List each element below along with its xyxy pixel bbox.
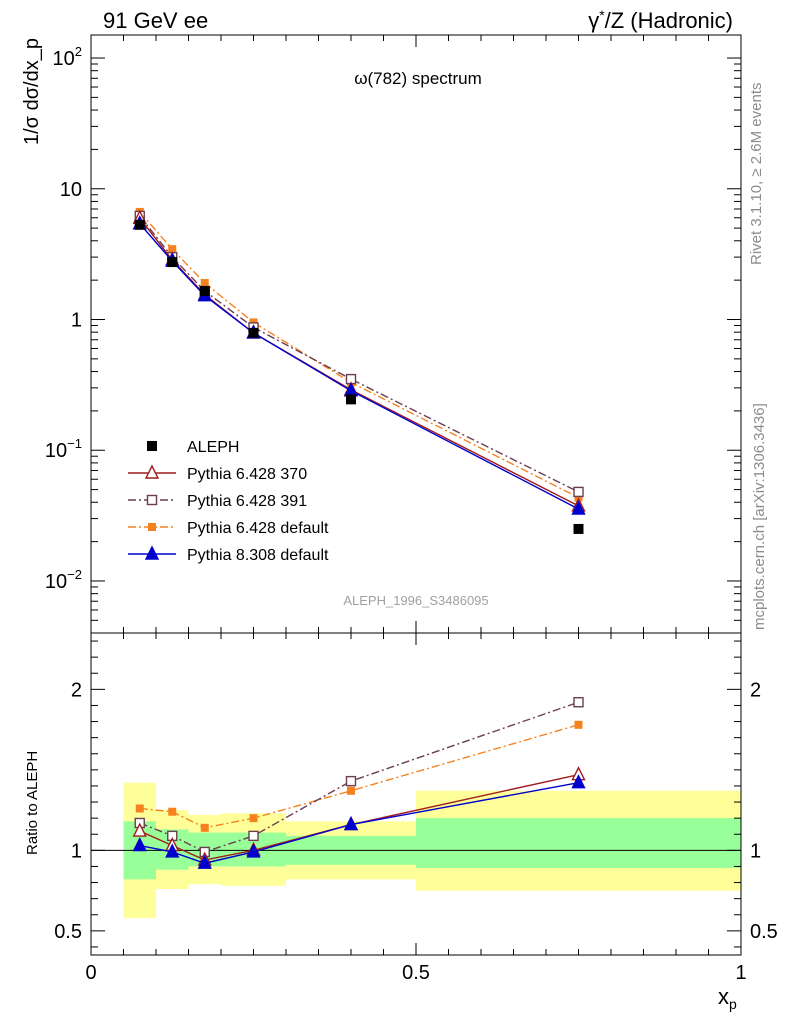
ratio-y-tick-label-right: 2 (750, 679, 761, 701)
x-tick-label: 1 (735, 962, 746, 984)
series-ratio-point-1 (573, 697, 584, 708)
aleph-data-points (134, 219, 584, 534)
aleph-point (167, 257, 178, 268)
top-y-tick-label: 1 (71, 309, 82, 331)
top-y-axis-label: 1/σ dσ/dx_p (21, 38, 43, 145)
x-tick-label: 0 (85, 962, 96, 984)
side-label-rivet: Rivet 3.1.10, ≥ 2.6M events (748, 83, 765, 266)
band-inner-5 (416, 818, 741, 869)
legend: ALEPH Pythia 6.428 370 Pythia 6.428 391 Pyt… (128, 439, 329, 564)
series-ratio-point-3 (132, 836, 147, 852)
side-label-mcplots: mcplots.cern.ch [arXiv:1306.3436] (751, 403, 768, 630)
top-y-tick-label: 10 (60, 179, 82, 201)
series-point-2 (200, 279, 209, 288)
series-ratio-point-3 (165, 843, 180, 858)
top-y-tick-label: 10−1 (45, 436, 82, 462)
series-ratio-point-2 (200, 823, 209, 832)
aleph-point (346, 394, 356, 405)
series-point-1 (573, 486, 584, 498)
series-ratio-point-3 (343, 816, 359, 831)
ratio-y-tick-label-left: 2 (71, 679, 82, 701)
series-ratio-line-0 (139, 773, 579, 861)
top-y-tick-label: 102 (53, 44, 82, 70)
series-ratio-point-3 (246, 843, 261, 858)
series-line-2 (139, 211, 579, 499)
mc-curves (132, 207, 586, 869)
ratio-y-tick-label-right: 0.5 (750, 921, 778, 943)
x-tick-label: 0.5 (402, 962, 430, 984)
series-ratio-point-3 (197, 854, 212, 869)
series-ratio-line-2 (139, 724, 579, 829)
series-ratio-point-1 (248, 830, 259, 842)
legend-label-1: Pythia 6.428 391 (187, 493, 307, 510)
series-ratio-point-2 (347, 786, 355, 795)
chart-title: ω(782) spectrum (354, 69, 482, 88)
ratio-uncertainty-bands (91, 782, 741, 918)
legend-label-3: Pythia 8.308 default (187, 547, 329, 564)
top-y-tick-label: 10−2 (45, 567, 82, 593)
aleph-point (199, 286, 210, 297)
series-ratio-line-1 (139, 701, 579, 853)
series-ratio-point-2 (168, 807, 177, 816)
legend-label-aleph: ALEPH (187, 439, 239, 456)
aleph-point (248, 327, 259, 338)
aleph-point (134, 219, 145, 230)
header-right: γ*/Z (Hadronic) (588, 7, 733, 33)
ratio-y-tick-label-left: 1 (71, 840, 82, 862)
series-line-0 (139, 217, 579, 507)
series-line-1 (139, 215, 579, 493)
x-axis-label: xp (718, 984, 737, 1012)
series-ratio-point-1 (345, 775, 357, 787)
series-point-3 (571, 500, 586, 515)
ratio-y-tick-label-left: 0.5 (54, 921, 82, 943)
series-ratio-point-3 (571, 774, 586, 789)
legend-label-2: Pythia 6.428 default (187, 520, 329, 537)
header-left: 91 GeV ee (103, 8, 208, 33)
series-ratio-point-2 (574, 720, 583, 729)
legend-marker-1 (146, 494, 158, 506)
analysis-tag: ALEPH_1996_S3486095 (343, 593, 488, 608)
series-point-2 (168, 245, 177, 254)
aleph-point (573, 523, 584, 534)
legend-marker-2 (148, 523, 156, 531)
ratio-y-axis-label: Ratio to ALEPH (24, 751, 41, 855)
legend-label-0: Pythia 6.428 370 (187, 466, 307, 483)
legend-marker-0 (144, 464, 160, 479)
series-ratio-point-2 (135, 804, 144, 813)
ratio-y-tick-label-right: 1 (750, 840, 761, 862)
axis-ticks (90, 35, 742, 955)
legend-marker-3 (144, 545, 160, 560)
series-ratio-point-0 (132, 822, 147, 837)
series-ratio-line-3 (139, 782, 579, 864)
top-panel-frame (90, 34, 742, 634)
legend-marker-aleph (147, 441, 157, 451)
series-ratio-point-2 (249, 814, 258, 823)
series-line-3 (139, 223, 579, 510)
